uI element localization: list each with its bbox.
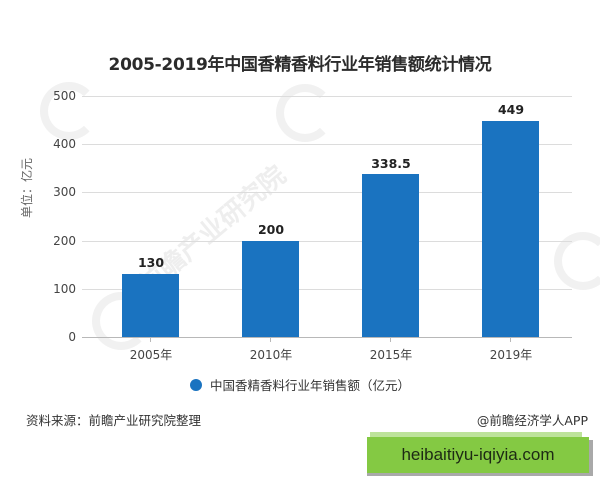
x-tick-label: 2015年 — [369, 348, 413, 362]
bar-2015 — [362, 174, 419, 337]
y-tick-label: 400 — [53, 137, 76, 151]
gridline-500 — [82, 96, 572, 97]
bar-2019 — [482, 121, 539, 337]
x-tick-mark — [150, 337, 151, 342]
y-tick-label: 0 — [68, 330, 76, 344]
y-tick-label: 300 — [53, 185, 76, 199]
legend-label: 中国香精香料行业年销售额（亿元） — [210, 378, 411, 393]
credit-note: @前瞻经济学人APP — [476, 413, 588, 428]
gridline-200 — [82, 241, 572, 242]
y-axis-label: 单位：亿元 — [20, 157, 34, 218]
ghost-logo-icon — [276, 84, 334, 142]
bar-2010 — [242, 241, 299, 337]
bar-2005 — [122, 274, 179, 337]
x-tick-mark — [510, 337, 511, 342]
y-tick-label: 100 — [53, 282, 76, 296]
legend-marker-icon — [190, 378, 202, 391]
x-tick-mark — [390, 337, 391, 342]
bar-value-label: 338.5 — [371, 156, 411, 171]
x-axis-line — [82, 337, 572, 338]
bar-value-label: 449 — [497, 102, 525, 117]
x-tick-label: 2019年 — [489, 348, 533, 362]
gridline-400 — [82, 144, 572, 145]
gridline-100 — [82, 289, 572, 290]
source-note: 资料来源：前瞻产业研究院整理 — [26, 413, 202, 428]
x-tick-label: 2005年 — [129, 348, 173, 362]
watermark-banner: heibaitiyu-iqiyia.com — [367, 437, 589, 473]
watermark-text: heibaitiyu-iqiyia.com — [401, 445, 555, 464]
chart-legend: 中国香精香料行业年销售额（亿元） — [190, 375, 410, 394]
x-tick-label: 2010年 — [249, 348, 293, 362]
bar-value-label: 130 — [137, 255, 165, 270]
x-tick-mark — [270, 337, 271, 342]
bar-value-label: 200 — [257, 222, 285, 237]
gridline-300 — [82, 192, 572, 193]
chart-title: 2005-2019年中国香精香料行业年销售额统计情况 — [108, 55, 492, 75]
y-tick-label: 500 — [53, 89, 76, 103]
y-tick-label: 200 — [53, 234, 76, 248]
